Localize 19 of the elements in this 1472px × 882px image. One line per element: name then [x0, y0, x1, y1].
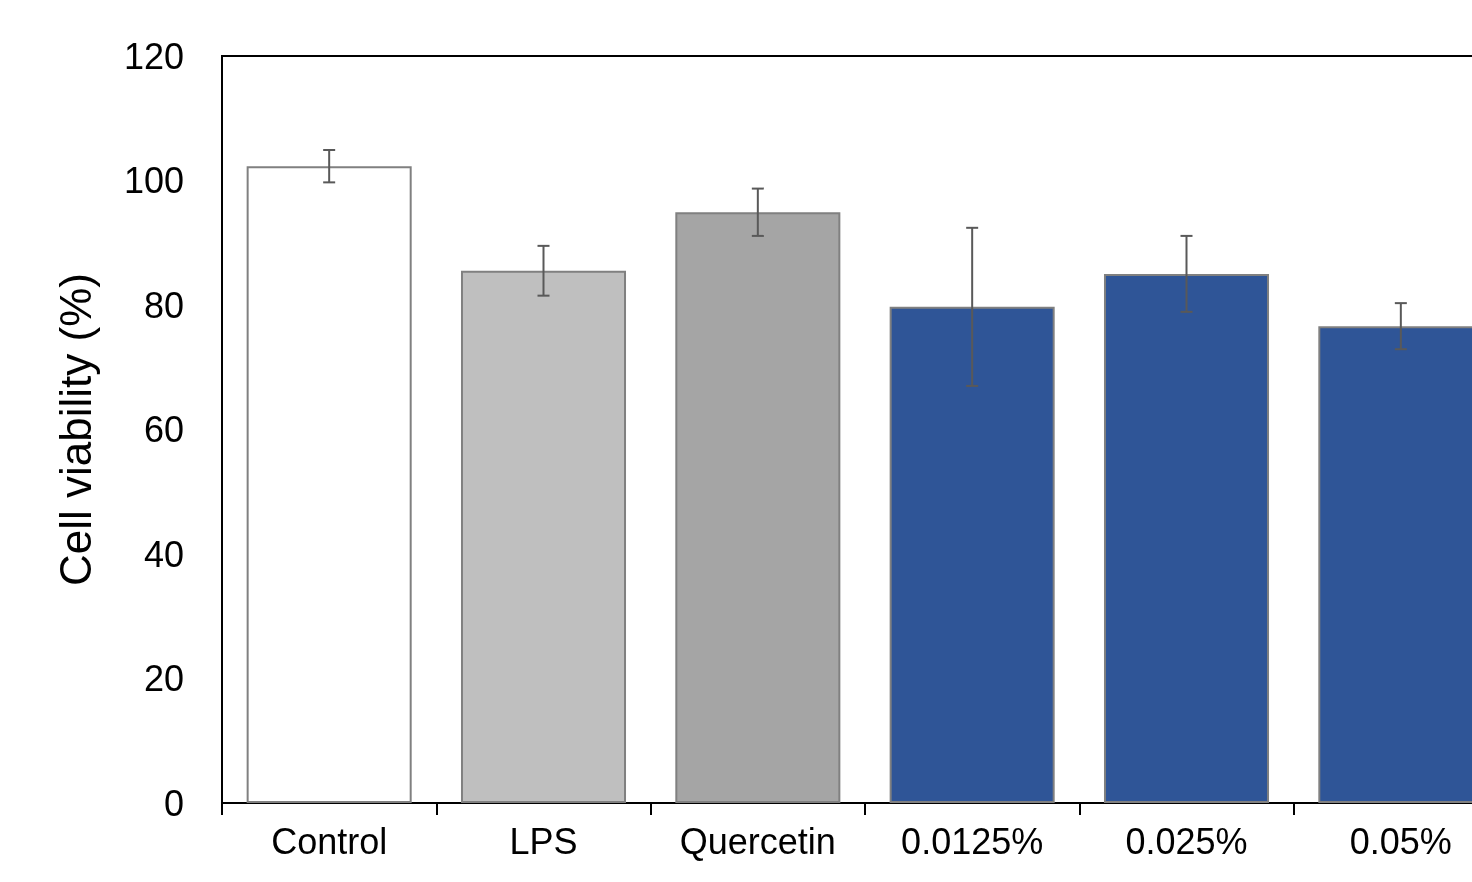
bar: [460, 270, 627, 803]
y-tick-label: 20: [143, 658, 184, 699]
x-tick-label: 0.0125%: [901, 820, 1044, 862]
y-tick-label: 60: [143, 409, 184, 450]
y-tick-label: 100: [123, 160, 184, 201]
bar: [889, 306, 1055, 803]
x-tick-label: 0.025%: [1125, 820, 1248, 862]
bar: [246, 166, 412, 803]
x-tick-label: Control: [271, 820, 388, 862]
x-tick-label: Quercetin: [679, 820, 836, 862]
y-tick-label: 0: [163, 782, 184, 824]
y-tick-label: 120: [123, 35, 184, 77]
y-tick-label: 40: [143, 533, 184, 575]
x-tick-label: 0.05%: [1349, 820, 1452, 862]
y-axis-title: Cell viability (%): [50, 273, 100, 586]
bar: [675, 212, 841, 803]
bar: [1103, 273, 1270, 803]
y-tick-label: 80: [143, 284, 184, 326]
x-tick-label: LPS: [509, 820, 578, 862]
